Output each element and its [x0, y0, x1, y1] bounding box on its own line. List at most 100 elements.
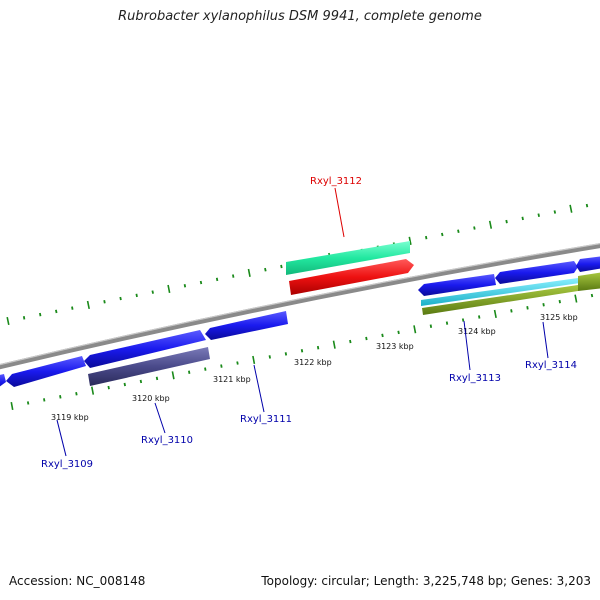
inner-track-minor-tick: [123, 382, 126, 387]
outer-track-minor-tick: [585, 203, 589, 208]
outer-track-minor-tick: [71, 306, 74, 310]
inner-track-minor-tick: [365, 336, 368, 341]
inner-track-major-tick: [91, 386, 95, 395]
outer-track-minor-tick: [473, 226, 476, 230]
olive-feature: [422, 285, 578, 315]
outer-track-minor-tick: [505, 219, 508, 224]
leader-rxyl-3112: [334, 187, 345, 238]
scale-label-3121: 3121 kbp: [213, 375, 251, 384]
inner-track-minor-tick: [590, 293, 594, 298]
inner-track-minor-tick: [526, 306, 529, 310]
outer-track-minor-tick: [441, 232, 444, 237]
genome-summary-text: Topology: circular; Length: 3,225,748 bp…: [261, 574, 591, 588]
outer-track-minor-tick: [457, 229, 460, 233]
outer-track-minor-tick: [39, 312, 42, 317]
outer-track-major-tick: [569, 204, 573, 213]
inner-track-minor-tick: [26, 401, 30, 405]
outer-track-minor-tick: [425, 235, 428, 240]
inner-track-major-tick: [171, 371, 175, 380]
gene-rxyl-3111-arrow: [205, 311, 288, 340]
inner-track-major-tick: [332, 340, 336, 349]
gene-rxyl-3113-arrow: [418, 274, 496, 296]
outer-track-minor-tick: [264, 267, 267, 272]
inner-track-minor-tick: [300, 349, 304, 353]
inner-track-minor-tick: [284, 352, 288, 356]
inner-track-major-tick: [10, 401, 14, 411]
outer-track-minor-tick: [199, 280, 203, 285]
inner-track-minor-tick: [445, 321, 449, 325]
inner-track-minor-tick: [558, 299, 561, 304]
outer-track-minor-tick: [119, 296, 122, 301]
scale-label-3122: 3122 kbp: [294, 358, 332, 367]
genome-backbone: [0, 243, 600, 370]
purple-feature: [88, 347, 210, 386]
outer-track-major-tick: [86, 300, 90, 310]
genome-backbone-highlight: [0, 243, 600, 366]
accession-text: Accession: NC_008148: [9, 574, 146, 588]
map-title: Rubrobacter xylanophilus DSM 9941, compl…: [118, 9, 482, 24]
teal-feature: [286, 241, 410, 275]
inner-track-minor-tick: [43, 398, 46, 402]
outer-track-major-tick: [408, 236, 412, 245]
inner-track-minor-tick: [236, 361, 239, 365]
gene-rxyl-3109-arrow: [6, 356, 86, 387]
inner-track-minor-tick: [510, 309, 513, 313]
outer-track-minor-tick: [280, 264, 283, 269]
inner-track-minor-tick: [155, 376, 159, 381]
scale-label-3120: 3120 kbp: [132, 394, 170, 403]
inner-track-minor-tick: [204, 367, 207, 371]
scale-label-3123: 3123 kbp: [376, 342, 414, 351]
inner-track-minor-tick: [188, 370, 191, 374]
olive-feature-right: [578, 272, 600, 291]
leader-rxyl-3113: [463, 320, 471, 371]
inner-track-minor-tick: [107, 385, 110, 390]
gene-label-rxyl-3111[interactable]: Rxyl_3111: [240, 414, 292, 425]
outer-track-minor-tick: [135, 293, 138, 298]
inner-track-minor-tick: [461, 318, 465, 322]
inner-track-major-tick: [493, 309, 497, 319]
outer-track-minor-tick: [151, 290, 154, 294]
gene-label-rxyl-3114[interactable]: Rxyl_3114: [525, 360, 577, 371]
gene-label-rxyl-3113[interactable]: Rxyl_3113: [449, 373, 501, 384]
outer-track-minor-tick: [183, 284, 187, 288]
leader-rxyl-3110: [154, 402, 166, 434]
outer-track-minor-tick: [22, 316, 26, 320]
gene-rxyl-3112-arrow: [289, 259, 414, 295]
outer-track-minor-tick: [521, 216, 524, 221]
inner-track-major-tick: [413, 325, 417, 334]
leader-rxyl-3111: [253, 364, 265, 413]
gene-label-rxyl-3112[interactable]: Rxyl_3112: [310, 176, 362, 187]
outer-track-major-tick: [488, 220, 493, 229]
gene-label-rxyl-3110[interactable]: Rxyl_3110: [141, 435, 193, 446]
leader-rxyl-3114: [542, 321, 549, 359]
leader-rxyl-3109: [56, 419, 67, 457]
inner-track-minor-tick: [542, 303, 545, 307]
inner-track-major-tick: [252, 355, 256, 365]
gene-rxyl-3108-arrow: [0, 374, 6, 387]
outer-track-major-tick: [6, 316, 10, 326]
inner-track-minor-tick: [429, 324, 433, 328]
outer-track-minor-tick: [232, 274, 235, 278]
inner-track-minor-tick: [397, 330, 400, 335]
inner-track-major-tick: [574, 294, 578, 303]
scale-label-3125: 3125 kbp: [540, 313, 578, 322]
inner-track-minor-tick: [220, 364, 223, 368]
inner-track-minor-tick: [381, 333, 384, 338]
inner-track-minor-tick: [478, 315, 481, 319]
inner-track-minor-tick: [59, 395, 62, 399]
gene-rxyl-3115-arrow: [576, 256, 600, 272]
inner-track-minor-tick: [268, 355, 271, 359]
outer-track-minor-tick: [55, 309, 58, 314]
gene-label-rxyl-3109[interactable]: Rxyl_3109: [41, 459, 93, 470]
outer-track-minor-tick: [537, 213, 540, 217]
scale-label-3119: 3119 kbp: [51, 413, 89, 422]
inner-tick-track: [10, 293, 594, 411]
cyan-feature: [421, 278, 580, 306]
gene-rxyl-3114-arrow: [495, 261, 578, 284]
outer-track-major-tick: [247, 268, 251, 277]
gene-rxyl-3110-arrow: [84, 330, 206, 368]
inner-track-minor-tick: [139, 379, 143, 384]
outer-track-minor-tick: [103, 300, 106, 304]
inner-track-minor-tick: [349, 339, 352, 344]
